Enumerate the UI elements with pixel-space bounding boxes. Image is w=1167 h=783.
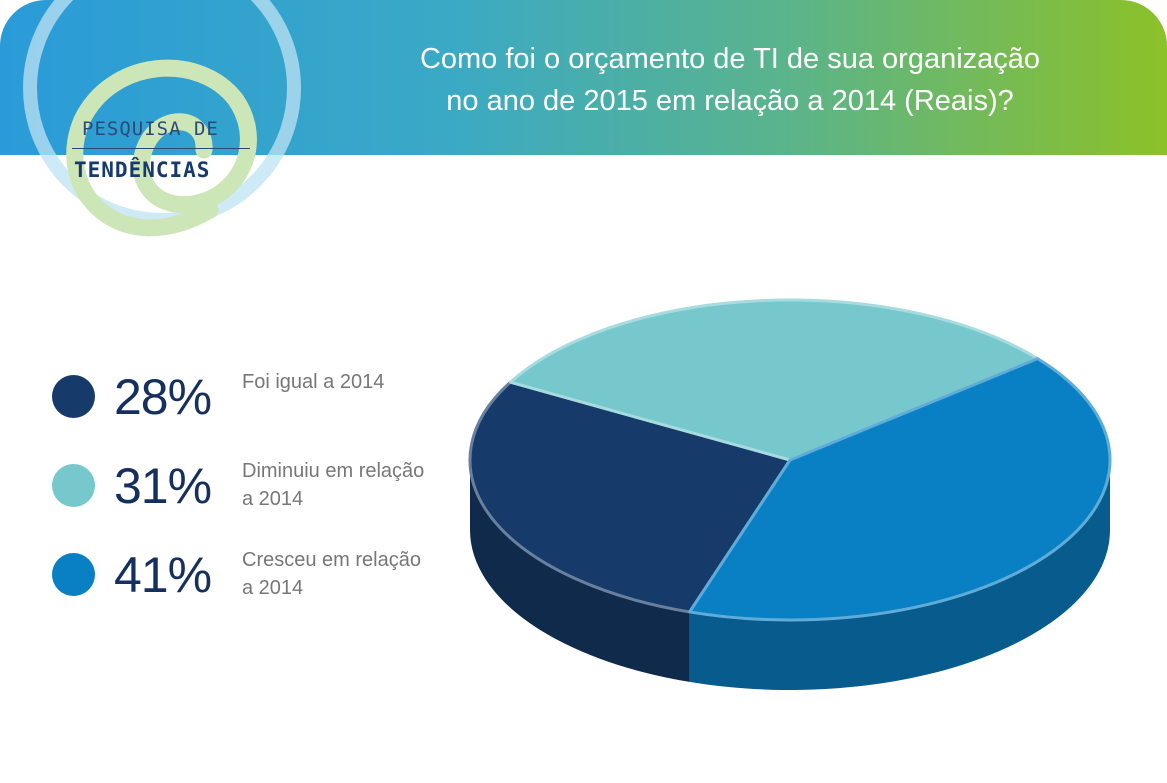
chart-title: Como foi o orçamento de TI de sua organi… bbox=[360, 38, 1100, 122]
logo-divider bbox=[72, 148, 250, 149]
title-line-1: Como foi o orçamento de TI de sua organi… bbox=[419, 43, 1041, 75]
legend-value: 28% bbox=[114, 369, 212, 425]
legend-dot-icon bbox=[52, 375, 95, 418]
pesquisa-logo: PESQUISA DE TENDÊNCIAS bbox=[0, 0, 320, 250]
pie-slice-0 bbox=[468, 380, 792, 614]
logo-text-pesquisa: PESQUISA DE bbox=[82, 118, 219, 140]
pie-side-2 bbox=[689, 460, 1110, 690]
pie-side-0 bbox=[470, 460, 690, 682]
legend-value: 31% bbox=[114, 458, 212, 514]
legend-dot-icon bbox=[52, 553, 95, 596]
legend-item-igual: 28% Foi igual a 2014 bbox=[52, 362, 432, 442]
legend-label: Cresceu em relação a 2014 bbox=[242, 549, 421, 599]
logo-ring-icon bbox=[23, 0, 301, 237]
legend-label: Foi igual a 2014 bbox=[242, 371, 385, 393]
legend-value: 41% bbox=[114, 547, 212, 603]
legend-dot-icon bbox=[52, 464, 95, 507]
title-line-2: no ano de 2015 em relação a 2014 (Reais)… bbox=[446, 85, 1014, 117]
logo-text-tendencias: TENDÊNCIAS bbox=[74, 158, 211, 182]
legend-label: Diminuiu em relação a 2014 bbox=[242, 460, 425, 510]
pie-chart bbox=[468, 298, 1112, 690]
legend-item-cresceu: 41% Cresceu em relação a 2014 bbox=[52, 540, 432, 620]
pie-slice-1 bbox=[508, 298, 1040, 462]
pie-slice-2 bbox=[688, 357, 1112, 622]
legend-item-diminuiu: 31% Diminuiu em relação a 2014 bbox=[52, 451, 432, 531]
